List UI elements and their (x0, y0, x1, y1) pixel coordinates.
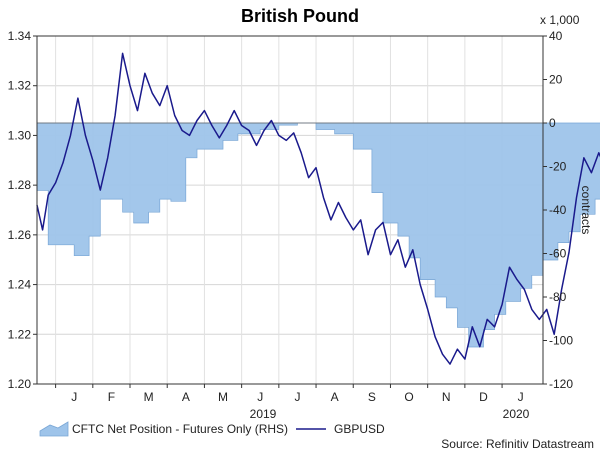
legend-gbpusd-label: GBPUSD (334, 422, 385, 436)
legend-area-swatch (39, 421, 69, 437)
left-tick-label: 1.32 (8, 79, 32, 93)
left-tick-label: 1.20 (8, 377, 32, 391)
right-axis-label: contracts (579, 186, 593, 235)
month-tick-label: F (108, 390, 115, 404)
right-tick-label: -100 (549, 334, 573, 348)
right-tick-label: -120 (549, 377, 573, 391)
year-label-2019: 2019 (250, 407, 277, 421)
month-tick-label: S (368, 390, 376, 404)
right-tick-label: -60 (549, 247, 567, 261)
source-note: Source: Refinitiv Datastream (441, 437, 594, 451)
legend: CFTC Net Position - Futures Only (RHS) G… (39, 421, 385, 437)
right-tick-label: -40 (549, 203, 567, 217)
month-tick-label: J (71, 390, 77, 404)
month-tick-label: M (144, 390, 154, 404)
gbpusd-line (36, 52, 600, 365)
month-tick-label: A (182, 390, 190, 404)
month-tick-label: O (404, 390, 413, 404)
month-tick-label: J (518, 390, 524, 404)
chart-title: British Pound (241, 6, 359, 26)
left-tick-label: 1.22 (8, 327, 32, 341)
right-tick-label: 20 (549, 73, 563, 87)
left-tick-label: 1.28 (8, 178, 32, 192)
year-label-2020: 2020 (503, 407, 530, 421)
left-tick-label: 1.30 (8, 128, 32, 142)
month-tick-label: A (331, 390, 339, 404)
left-tick-label: 1.26 (8, 228, 32, 242)
plot-area: 1.34 1.32 1.30 1.28 1.26 1.24 1.22 1.20 40 20 0 -20… (8, 29, 600, 404)
right-tick-label: -20 (549, 160, 567, 174)
month-tick-label: D (479, 390, 488, 404)
left-tick-label: 1.24 (8, 278, 32, 292)
left-tick-label: 1.34 (8, 29, 32, 43)
right-tick-label: 0 (549, 116, 556, 130)
month-tick-label: M (218, 390, 228, 404)
units-label: x 1,000 (540, 13, 580, 27)
month-tick-label: N (442, 390, 451, 404)
right-tick-label: -80 (549, 290, 567, 304)
month-tick-label: J (294, 390, 300, 404)
right-tick-label: 40 (549, 29, 563, 43)
cftc-net-position-area (36, 122, 600, 348)
legend-cftc-label: CFTC Net Position - Futures Only (RHS) (72, 422, 288, 436)
month-tick-label: J (257, 390, 263, 404)
